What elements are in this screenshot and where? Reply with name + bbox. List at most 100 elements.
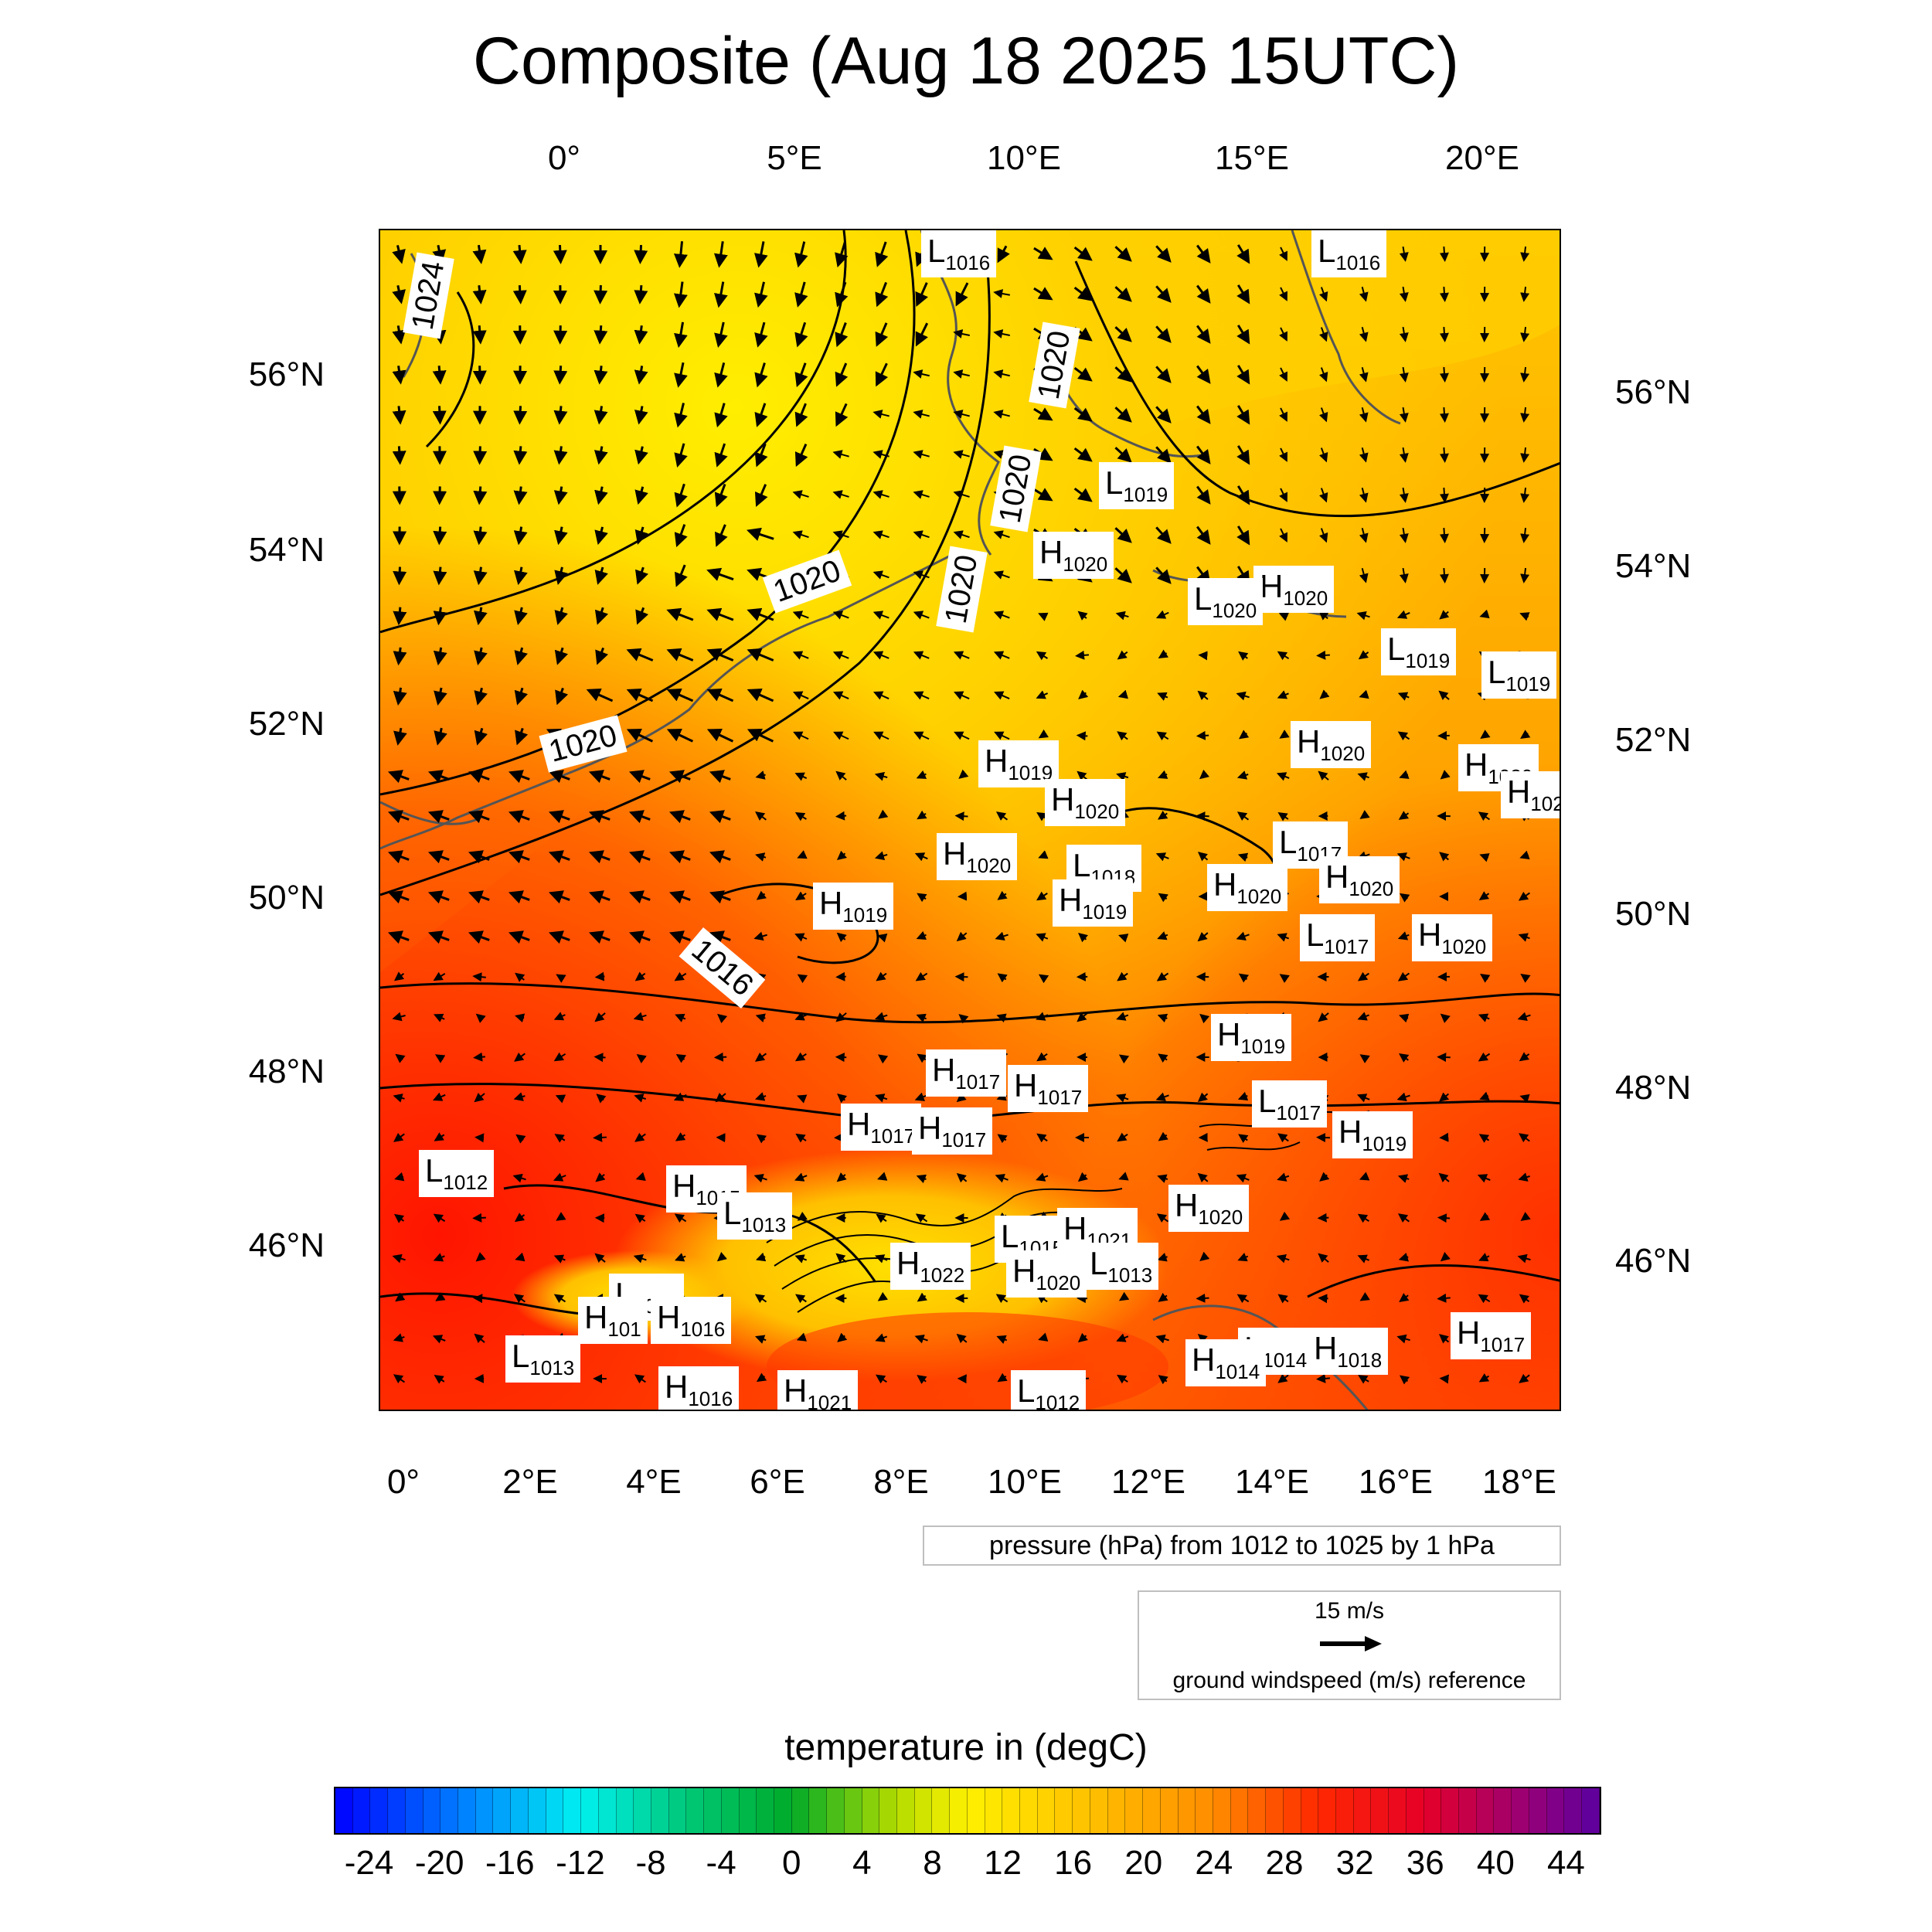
wind-vector-arrow <box>1396 1334 1410 1344</box>
pressure-center-type: H <box>1039 534 1063 570</box>
pressure-center-value: 1019 <box>1362 1132 1407 1155</box>
wind-vector-arrow <box>872 410 889 419</box>
pressure-center-value: 1020 <box>1036 1271 1081 1294</box>
pressure-center-value: 102 <box>1530 792 1561 815</box>
low-pressure-label: L1013 <box>717 1192 793 1240</box>
wind-vector-arrow <box>709 930 731 944</box>
pressure-center-value: 1022 <box>920 1264 965 1287</box>
wind-vector-arrow <box>1277 1294 1289 1304</box>
wind-vector-arrow <box>1520 567 1530 583</box>
wind-vector-arrow <box>1236 526 1250 546</box>
wind-vector-arrow <box>668 850 691 864</box>
pressure-center-value: 1016 <box>945 251 991 274</box>
wind-vector-arrow <box>556 974 566 983</box>
colorbar-swatch <box>1546 1788 1565 1833</box>
wind-vector-arrow <box>1038 729 1049 739</box>
colorbar-swatch <box>528 1788 546 1833</box>
wind-vector-arrow <box>512 1173 526 1183</box>
wind-vector-arrow <box>1396 610 1410 619</box>
wind-vector-arrow <box>835 362 849 387</box>
colorbar-swatch <box>511 1788 529 1833</box>
wind-vector-arrow <box>1196 365 1211 384</box>
wind-vector-arrow <box>628 770 651 784</box>
wind-vector-arrow <box>668 770 691 784</box>
wind-vector-arrow <box>875 281 889 308</box>
wind-vector-arrow <box>1520 406 1530 423</box>
colorbar-swatch <box>335 1788 353 1833</box>
wind-vector-arrow <box>427 850 450 864</box>
pressure-center-type: H <box>1051 781 1075 818</box>
wind-vector-arrow <box>594 1012 606 1022</box>
right-latitude-label: 52°N <box>1615 721 1692 759</box>
wind-vector-arrow <box>674 362 688 388</box>
pressure-center-type: H <box>1014 1067 1038 1104</box>
wind-vector-arrow <box>747 648 774 662</box>
wind-vector-arrow <box>956 931 968 942</box>
wind-vector-arrow <box>1236 325 1250 345</box>
colorbar-tick-label: -16 <box>485 1844 535 1882</box>
wind-vector-arrow <box>1116 772 1129 781</box>
high-pressure-label: H1020 <box>1207 864 1288 911</box>
colorbar-swatch <box>634 1788 651 1833</box>
wind-vector-arrow <box>1519 850 1530 859</box>
wind-vector-arrow <box>1519 1373 1530 1383</box>
wind-vector-arrow <box>1158 1053 1168 1063</box>
wind-vector-arrow <box>393 1094 405 1103</box>
low-pressure-label: L1017 <box>1300 914 1376 961</box>
wind-vector-arrow <box>1077 1172 1088 1182</box>
wind-vector-arrow <box>432 366 447 385</box>
wind-vector-arrow <box>675 564 688 587</box>
wind-vector-arrow <box>427 770 450 784</box>
wind-vector-arrow <box>1236 1294 1250 1304</box>
pressure-center-type: H <box>1457 1315 1481 1351</box>
wind-vector-arrow <box>1359 1054 1370 1063</box>
wind-vector-arrow <box>874 771 888 781</box>
bottom-longitude-label: 4°E <box>626 1463 682 1501</box>
colorbar-swatch <box>546 1788 564 1833</box>
wind-vector-arrow <box>1117 1374 1128 1384</box>
colorbar-tick-label: 32 <box>1335 1844 1374 1882</box>
wind-vector-arrow <box>473 486 488 505</box>
wind-vector-arrow <box>872 570 889 580</box>
wind-vector-arrow <box>1196 284 1211 304</box>
wind-vector-arrow <box>1196 485 1211 505</box>
wind-vector-arrow <box>754 241 768 268</box>
wind-vector-arrow <box>956 1172 968 1183</box>
wind-vector-arrow <box>588 850 611 864</box>
colorbar-swatch <box>1494 1788 1512 1833</box>
wind-vector-arrow <box>1478 1373 1490 1383</box>
wind-vector-arrow <box>954 731 970 740</box>
wind-vector-arrow <box>674 1253 686 1262</box>
wind-vector-arrow <box>427 930 450 944</box>
colorbar-swatch <box>1002 1788 1021 1833</box>
colorbar-swatch <box>1529 1788 1547 1833</box>
pressure-center-type: L <box>1105 464 1124 501</box>
wind-vector-arrow <box>876 1213 887 1223</box>
wind-vector-arrow <box>1479 853 1490 862</box>
wind-vector-arrow <box>716 1251 727 1262</box>
wind-vector-arrow <box>1317 1213 1329 1223</box>
left-latitude-label: 56°N <box>248 355 325 393</box>
wind-vector-arrow <box>876 971 887 981</box>
wind-vector-arrow <box>1036 1012 1049 1021</box>
wind-vector-arrow <box>626 648 654 662</box>
wind-vector-arrow <box>674 971 687 981</box>
wind-vector-arrow <box>626 729 654 743</box>
wind-vector-arrow <box>794 1052 807 1062</box>
wind-vector-arrow <box>393 1374 406 1384</box>
wind-vector-arrow <box>1157 1013 1168 1023</box>
wind-vector-arrow <box>1478 1013 1490 1022</box>
wind-vector-arrow <box>1359 287 1369 302</box>
wind-vector-arrow <box>1239 730 1250 740</box>
wind-vector-arrow <box>1439 852 1450 862</box>
wind-vector-arrow <box>1399 326 1409 342</box>
wind-vector-arrow <box>594 486 608 505</box>
wind-vector-arrow <box>875 322 889 347</box>
wind-vector-arrow <box>554 526 568 546</box>
wind-vector-arrow <box>666 688 694 702</box>
wind-vector-arrow <box>1437 1213 1451 1223</box>
wind-vector-arrow <box>953 329 970 338</box>
pressure-center-value: 1016 <box>688 1387 733 1410</box>
wind-vector-arrow <box>1399 447 1409 463</box>
wind-vector-arrow <box>1437 1053 1451 1063</box>
